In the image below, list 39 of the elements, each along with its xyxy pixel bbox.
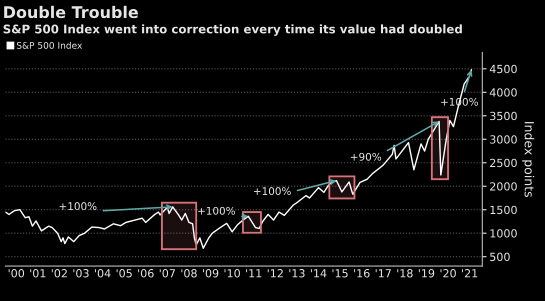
y-tick-label: 2500	[490, 158, 517, 168]
x-tick-label: '17	[376, 269, 391, 278]
annotation: +90%	[350, 152, 382, 161]
x-tick-label: '05	[116, 269, 132, 278]
y-tick-label: 2000	[490, 182, 517, 191]
annotation: +100%	[60, 202, 96, 210]
x-tick-label: '04	[95, 269, 111, 278]
x-tick-label: '06	[138, 269, 154, 278]
y-tick-label: 4000	[490, 88, 517, 97]
x-tick-label: '07	[160, 269, 175, 278]
y-tick-label: 1500	[490, 206, 517, 214]
x-tick-label: '20	[440, 269, 456, 278]
x-tick-label: '21	[462, 269, 478, 278]
x-tick-label: '11	[246, 269, 262, 278]
chart-subtitle: S&P 500 Index went into correction every time its value had doubled	[4, 24, 462, 36]
x-tick-label: '01	[30, 269, 46, 278]
x-tick-label: '16	[354, 269, 370, 278]
x-tick-label: '19	[418, 269, 434, 278]
legend-label: S&P 500 Index	[16, 42, 82, 49]
x-tick-label: '15	[332, 269, 348, 278]
x-tick-label: '12	[268, 269, 283, 278]
x-tick-label: '03	[73, 269, 89, 278]
y-tick-label: 4500	[490, 64, 517, 74]
y-tick-label: 1000	[490, 229, 517, 238]
x-tick-label: '00	[8, 269, 24, 278]
y-axis-title: Index points	[522, 122, 534, 198]
x-tick-label: '14	[310, 269, 326, 278]
x-tick-label: '08	[181, 269, 197, 278]
annotation: +100%	[254, 187, 291, 196]
chart-title: Double Trouble	[4, 6, 138, 18]
annotation: +100%	[198, 206, 235, 215]
x-tick-label: '02	[52, 269, 67, 278]
y-tick-label: 3000	[490, 135, 517, 144]
x-tick-label: '09	[202, 269, 218, 278]
x-tick-label: '13	[289, 269, 305, 278]
x-tick-label: '18	[397, 269, 413, 278]
y-tick-label: 3500	[490, 112, 517, 120]
y-tick-label: 500	[490, 252, 510, 262]
x-tick-label: '10	[224, 269, 240, 278]
